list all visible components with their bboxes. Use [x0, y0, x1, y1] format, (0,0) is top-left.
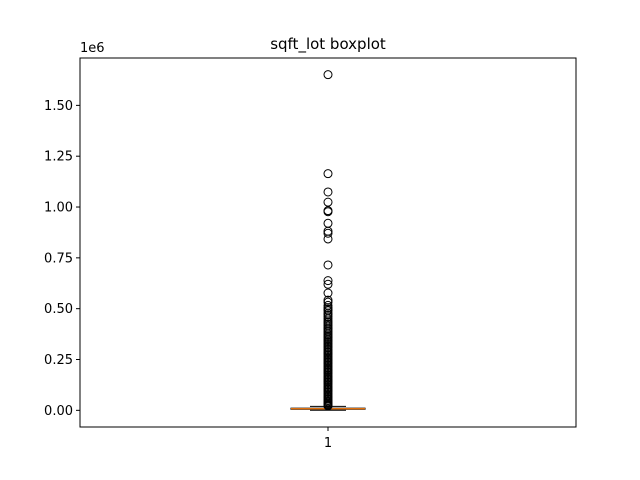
outlier-point — [323, 207, 333, 217]
boxes-layer — [290, 70, 366, 411]
y-axis: 0.00 0.25 0.50 0.75 1.00 1.25 1.50 — [44, 99, 80, 419]
outlier-point — [323, 401, 333, 411]
y-axis-offset-label: 1e6 — [80, 41, 105, 56]
y-tick-label: 0.75 — [44, 251, 73, 266]
outlier-point — [323, 197, 333, 207]
outlier-point — [323, 228, 333, 238]
y-tick-label: 1.50 — [44, 99, 73, 114]
outlier-point — [323, 187, 333, 197]
y-tick-label: 0.50 — [44, 302, 73, 317]
outlier-point — [323, 234, 333, 244]
outlier-point — [323, 288, 333, 298]
x-tick-label: 1 — [324, 436, 332, 451]
outlier-point — [323, 279, 333, 289]
y-tick-label: 1.25 — [44, 150, 73, 165]
outlier-point — [323, 276, 333, 286]
outlier-point — [323, 260, 333, 270]
x-axis: 1 — [324, 427, 332, 451]
outlier-point — [323, 218, 333, 228]
y-tick-label: 0.00 — [44, 404, 73, 419]
outlier-point — [323, 226, 333, 236]
chart-title: sqft_lot boxplot — [270, 35, 386, 54]
outlier-point — [323, 297, 333, 307]
box-group — [290, 70, 366, 411]
y-tick-label: 0.25 — [44, 353, 73, 368]
outlier-point — [323, 70, 333, 80]
outlier-point — [323, 169, 333, 179]
y-tick-label: 1.00 — [44, 201, 73, 216]
